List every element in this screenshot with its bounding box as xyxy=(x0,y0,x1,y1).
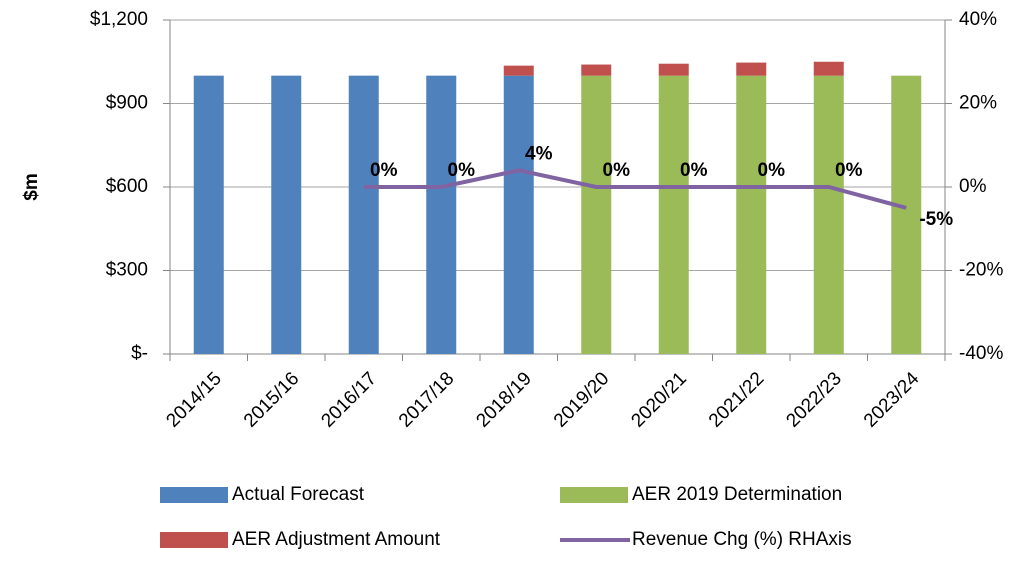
y2-tick-label: -40% xyxy=(959,343,1003,364)
data-label: 0% xyxy=(603,160,631,181)
x-tick-label: 2018/19 xyxy=(472,368,535,431)
x-tick-label: 2014/15 xyxy=(162,368,225,431)
legend-label: AER 2019 Determination xyxy=(632,484,842,505)
legend-swatch xyxy=(560,487,628,503)
bar xyxy=(736,62,767,76)
legend-label: Revenue Chg (%) RHAxis xyxy=(632,529,852,550)
bar xyxy=(426,75,457,355)
y2-tick-label: 0% xyxy=(959,176,987,197)
y-tick-label: $1,200 xyxy=(90,9,148,30)
data-label: 4% xyxy=(525,143,553,164)
bar xyxy=(348,75,379,355)
y2-tick-label: -20% xyxy=(959,260,1003,281)
bar xyxy=(193,75,224,355)
legend-swatch xyxy=(160,532,228,548)
bar xyxy=(503,75,534,355)
x-tick-label: 2022/23 xyxy=(782,368,845,431)
y2-tick-label: 20% xyxy=(959,93,997,114)
y-axis-label: $m xyxy=(21,173,42,200)
y-tick-label: $900 xyxy=(106,93,148,114)
x-tick-label: 2023/24 xyxy=(860,368,924,432)
bar xyxy=(271,75,302,355)
bar xyxy=(658,75,689,355)
data-label: -5% xyxy=(919,209,953,230)
bar xyxy=(581,75,612,355)
bar xyxy=(658,63,689,76)
y-tick-label: $300 xyxy=(106,260,148,281)
bar xyxy=(813,75,844,355)
x-tick-label: 2021/22 xyxy=(705,368,768,431)
legend-label: AER Adjustment Amount xyxy=(232,529,441,550)
bar xyxy=(891,75,922,355)
bar xyxy=(813,61,844,76)
x-tick-label: 2020/21 xyxy=(627,368,690,431)
x-tick-label: 2019/20 xyxy=(550,368,613,431)
data-label: 0% xyxy=(370,160,398,181)
data-label: 0% xyxy=(680,160,708,181)
legend-label: Actual Forecast xyxy=(232,484,365,505)
data-label: 0% xyxy=(835,160,863,181)
legend-swatch xyxy=(160,487,228,503)
bar xyxy=(736,75,767,355)
x-tick-label: 2015/16 xyxy=(240,368,303,431)
x-tick-label: 2017/18 xyxy=(395,368,458,431)
y2-tick-label: 40% xyxy=(959,9,997,30)
y-tick-label: $- xyxy=(131,343,148,364)
bar xyxy=(503,65,534,76)
data-label: 0% xyxy=(448,160,476,181)
bar xyxy=(581,64,612,76)
x-tick-label: 2016/17 xyxy=(317,368,380,431)
data-label: 0% xyxy=(758,160,786,181)
line xyxy=(363,168,907,210)
y-tick-label: $600 xyxy=(106,176,148,197)
